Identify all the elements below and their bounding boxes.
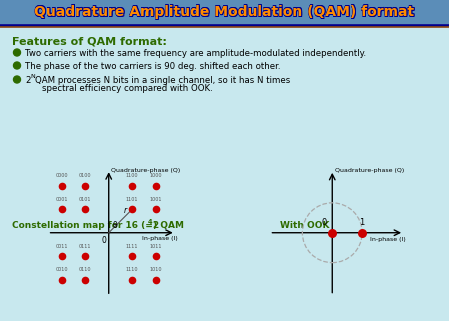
Text: 0010: 0010: [56, 267, 68, 272]
Text: Quadrature-phase (Q): Quadrature-phase (Q): [335, 169, 404, 173]
Text: 0100: 0100: [79, 173, 92, 178]
Text: Features of QAM format:: Features of QAM format:: [12, 36, 167, 46]
Text: In-phase (I): In-phase (I): [370, 237, 405, 242]
Text: 0000: 0000: [56, 173, 68, 178]
Text: 1101: 1101: [126, 197, 138, 202]
Text: 1110: 1110: [126, 267, 138, 272]
Text: 0: 0: [101, 236, 106, 245]
Text: Quadrature Amplitude Modulation (QAM) format: Quadrature Amplitude Modulation (QAM) fo…: [35, 4, 415, 18]
Text: In-phase (I): In-phase (I): [141, 236, 177, 241]
Text: 0011: 0011: [56, 244, 68, 249]
Text: 4: 4: [148, 219, 153, 224]
Text: Quadrature-phase (Q): Quadrature-phase (Q): [110, 168, 180, 173]
Text: Quadrature Amplitude Modulation (QAM) format: Quadrature Amplitude Modulation (QAM) fo…: [34, 6, 414, 20]
Text: With OOK: With OOK: [280, 221, 330, 230]
Text: θ: θ: [113, 221, 118, 230]
Text: N: N: [31, 74, 35, 79]
FancyBboxPatch shape: [0, 0, 449, 24]
Text: 0101: 0101: [79, 197, 92, 202]
Text: Quadrature Amplitude Modulation (QAM) format: Quadrature Amplitude Modulation (QAM) fo…: [35, 4, 414, 18]
Text: Quadrature Amplitude Modulation (QAM) format: Quadrature Amplitude Modulation (QAM) fo…: [35, 5, 414, 19]
Text: Quadrature Amplitude Modulation (QAM) format: Quadrature Amplitude Modulation (QAM) fo…: [35, 6, 414, 20]
Circle shape: [13, 49, 21, 56]
Text: r: r: [124, 206, 127, 215]
Circle shape: [13, 62, 21, 69]
Text: Two carriers with the same frequency are amplitude-modulated independently.: Two carriers with the same frequency are…: [25, 49, 366, 58]
Text: 1010: 1010: [150, 267, 162, 272]
Text: 1001: 1001: [150, 197, 162, 202]
Text: Quadrature Amplitude Modulation (QAM) format: Quadrature Amplitude Modulation (QAM) fo…: [35, 5, 415, 19]
Text: The phase of the two carriers is 90 deg. shifted each other.: The phase of the two carriers is 90 deg.…: [25, 62, 281, 71]
Text: Quadrature Amplitude Modulation (QAM) format: Quadrature Amplitude Modulation (QAM) fo…: [34, 5, 414, 19]
Text: 1100: 1100: [126, 173, 138, 178]
Text: Constellation map for 16 (=2: Constellation map for 16 (=2: [12, 221, 159, 230]
Text: ) QAM: ) QAM: [153, 221, 184, 230]
Text: Quadrature Amplitude Modulation (QAM) format: Quadrature Amplitude Modulation (QAM) fo…: [34, 4, 414, 18]
Text: 0: 0: [321, 218, 327, 227]
Text: 0111: 0111: [79, 244, 92, 249]
Circle shape: [13, 76, 21, 83]
Text: 1000: 1000: [150, 173, 162, 178]
Text: spectral efficiency compared with OOK.: spectral efficiency compared with OOK.: [42, 84, 213, 93]
Text: 2: 2: [25, 76, 31, 85]
Text: 0001: 0001: [56, 197, 68, 202]
Text: 1111: 1111: [126, 244, 138, 249]
Text: 1011: 1011: [150, 244, 162, 249]
Text: Quadrature Amplitude Modulation (QAM) format: Quadrature Amplitude Modulation (QAM) fo…: [35, 6, 415, 20]
Text: 1: 1: [360, 218, 365, 227]
Text: QAM processes N bits in a single channel, so it has N times: QAM processes N bits in a single channel…: [35, 76, 290, 85]
Text: 0110: 0110: [79, 267, 92, 272]
